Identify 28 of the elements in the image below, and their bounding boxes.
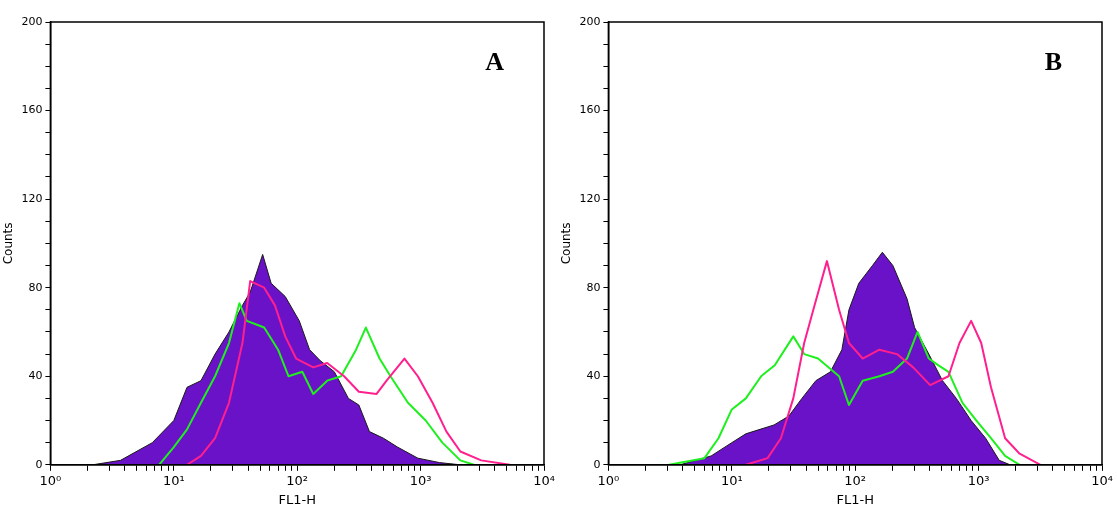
x-tick-label: 10³ <box>409 472 432 488</box>
x-tick-label: 10¹ <box>720 472 743 488</box>
x-tick-label: 10³ <box>967 472 990 488</box>
x-axis-title: FL1-H <box>278 491 316 507</box>
y-tick-label: 40 <box>28 369 43 383</box>
y-tick-label: 80 <box>586 280 601 294</box>
x-tick-label: 10⁰ <box>597 472 620 488</box>
y-tick-label: 160 <box>579 103 601 117</box>
y-tick-label: 160 <box>21 103 43 117</box>
y-axis-title: Counts <box>559 222 574 265</box>
y-tick-label: 200 <box>579 14 601 28</box>
x-tick-label: 10² <box>286 472 309 488</box>
x-tick-label: 10² <box>844 472 867 488</box>
y-tick-label: 120 <box>579 191 601 205</box>
annotation: A <box>485 46 505 76</box>
y-tick-label: 40 <box>586 369 601 383</box>
y-tick-label: 80 <box>28 280 43 294</box>
y-tick-label: 200 <box>21 14 43 28</box>
y-tick-label: 0 <box>35 457 43 471</box>
x-tick-label: 10⁴ <box>1091 472 1113 488</box>
x-tick-label: 10⁰ <box>39 472 62 488</box>
x-tick-label: 10¹ <box>162 472 185 488</box>
y-tick-label: 0 <box>593 457 601 471</box>
annotation: B <box>1044 46 1062 76</box>
x-axis-title: FL1-H <box>836 491 874 507</box>
y-axis-title: Counts <box>1 222 16 265</box>
x-tick-label: 10⁴ <box>533 472 555 488</box>
y-tick-label: 120 <box>21 191 43 205</box>
